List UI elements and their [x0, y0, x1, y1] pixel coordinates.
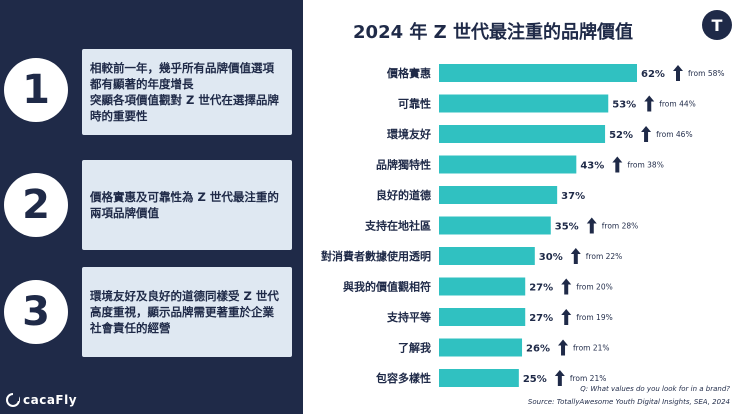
number-3: 3: [22, 289, 50, 335]
category-label: 支持在地社區: [364, 219, 431, 233]
category-label: 對消費者數據使用透明: [321, 249, 431, 263]
point-1: 1 相較前一年，幾乎所有品牌價值選項都有顯著的年度增長 突顯各項價值觀對 Z 世…: [0, 45, 300, 135]
point-2: 2 價格實惠及可靠性為 Z 世代最注重的兩項品牌價值: [0, 160, 300, 250]
up-arrow-icon: [644, 95, 655, 112]
chart-panel: 2024 年 Z 世代最注重的品牌價值 T 價格實惠 62% from 58% 可靠性…: [303, 0, 740, 414]
previous-value-label: from 28%: [602, 222, 639, 231]
category-label: 了解我: [398, 341, 431, 355]
up-arrow-icon: [570, 248, 581, 264]
logo-letter: T: [711, 15, 723, 35]
key-points-panel: 1 相較前一年，幾乎所有品牌價值選項都有顯著的年度增長 突顯各項價值觀對 Z 世…: [0, 0, 300, 414]
value-label: 62%: [641, 69, 665, 80]
previous-value-label: from 22%: [586, 252, 623, 261]
bar: [439, 216, 551, 235]
bar: [439, 338, 523, 357]
value-label: 52%: [609, 130, 633, 141]
up-arrow-icon: [561, 278, 572, 295]
number-badge-2: 2: [4, 173, 68, 237]
previous-value-label: from 21%: [570, 374, 607, 383]
bar: [439, 247, 535, 265]
number-badge-1: 1: [4, 58, 68, 122]
brand-logo: cacaFly: [6, 393, 77, 407]
bar: [439, 308, 526, 326]
totallyawesome-logo-icon: T: [702, 10, 732, 40]
previous-value-label: from 44%: [659, 100, 696, 109]
category-label: 良好的道德: [376, 188, 431, 202]
point-box-3: 環境友好及良好的道德同樣受 Z 世代高度重視，顯示品牌需更著重於企業社會責任的經…: [82, 267, 292, 357]
value-label: 27%: [529, 313, 553, 324]
bar: [439, 64, 637, 82]
bar: [439, 369, 519, 387]
bar: [439, 186, 558, 204]
bar: [439, 155, 577, 174]
value-label: 37%: [561, 191, 585, 202]
value-label: 53%: [612, 100, 636, 111]
previous-value-label: from 38%: [627, 161, 664, 170]
category-label: 支持平等: [386, 310, 431, 324]
category-label: 與我的價值觀相符: [343, 280, 431, 294]
value-label: 26%: [526, 344, 550, 355]
value-label: 43%: [580, 161, 604, 172]
up-arrow-icon: [561, 309, 572, 325]
brand-name: cacaFly: [23, 393, 78, 407]
value-label: 30%: [539, 252, 563, 263]
previous-value-label: from 20%: [576, 283, 613, 292]
number-1: 1: [22, 67, 50, 113]
number-badge-3: 3: [4, 280, 68, 344]
previous-value-label: from 21%: [573, 344, 610, 353]
number-2: 2: [22, 182, 50, 228]
category-label: 品牌獨特性: [376, 158, 431, 172]
up-arrow-icon: [586, 217, 597, 234]
question-note: Q: What values do you look for in a bran…: [580, 385, 730, 393]
point-text-3: 環境友好及良好的道德同樣受 Z 世代高度重視，顯示品牌需更著重於企業社會責任的經…: [90, 289, 279, 335]
previous-value-label: from 19%: [576, 313, 613, 322]
point-box-1: 相較前一年，幾乎所有品牌價值選項都有顯著的年度增長 突顯各項價值觀對 Z 世代在…: [82, 49, 292, 135]
up-arrow-icon: [554, 370, 565, 386]
previous-value-label: from 46%: [656, 130, 693, 139]
value-label: 25%: [523, 374, 547, 385]
cacafly-logo-icon: [6, 393, 20, 407]
category-label: 可靠性: [398, 97, 431, 111]
point-3: 3 環境友好及良好的道德同樣受 Z 世代高度重視，顯示品牌需更著重於企業社會責任…: [0, 267, 300, 357]
point-text-1: 相較前一年，幾乎所有品牌價值選項都有顯著的年度增長 突顯各項價值觀對 Z 世代在…: [90, 61, 279, 123]
category-label: 包容多樣性: [375, 371, 431, 385]
previous-value-label: from 58%: [688, 69, 725, 78]
source-note: Source: TotallyAwesome Youth Digital Ins…: [527, 398, 730, 406]
bar: [439, 125, 606, 143]
bar: [439, 277, 526, 296]
value-label: 35%: [555, 222, 579, 233]
bar: [439, 94, 609, 113]
value-label: 27%: [529, 283, 553, 294]
chart-title: 2024 年 Z 世代最注重的品牌價值: [353, 22, 633, 43]
point-box-2: 價格實惠及可靠性為 Z 世代最注重的兩項品牌價值: [82, 160, 292, 250]
point-text-2: 價格實惠及可靠性為 Z 世代最注重的兩項品牌價值: [90, 190, 279, 220]
up-arrow-icon: [612, 156, 623, 173]
up-arrow-icon: [673, 65, 683, 81]
category-label: 環境友好: [387, 127, 431, 141]
up-arrow-icon: [641, 126, 652, 142]
bar-chart: 價格實惠 62% from 58% 可靠性 53% from 44% 環境友好 52% from…: [321, 64, 725, 387]
category-label: 價格實惠: [386, 66, 431, 80]
up-arrow-icon: [558, 339, 569, 356]
